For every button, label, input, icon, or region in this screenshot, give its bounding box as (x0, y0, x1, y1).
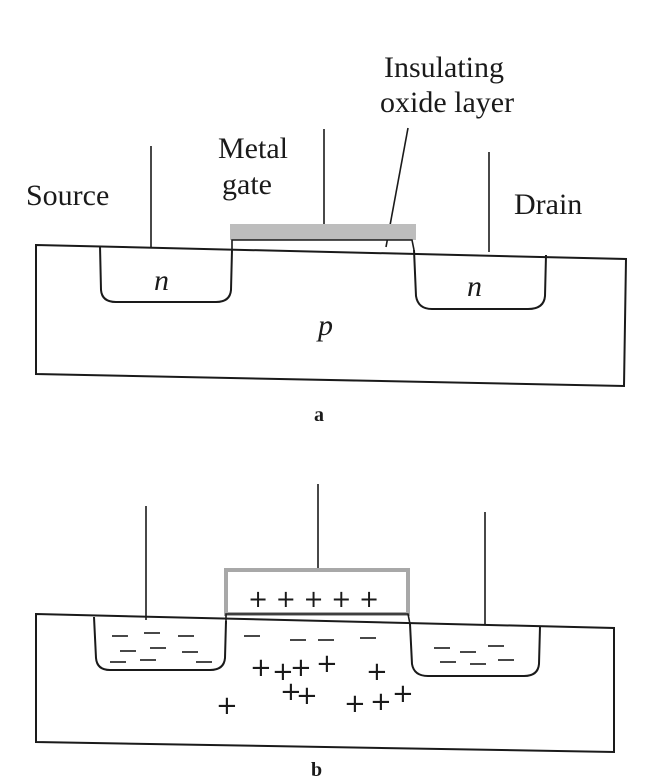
p-substrate (35, 243, 628, 388)
drain-label: Drain (514, 188, 582, 221)
metal-gate-label-line2: gate (222, 168, 272, 201)
gate-positive-charges: + + + + + (248, 585, 379, 613)
oxide-layer (231, 239, 415, 251)
svg-text:+: + (392, 679, 414, 709)
p-substrate-b (35, 612, 615, 754)
svg-text:+: + (370, 687, 392, 717)
p-label: p (316, 309, 333, 342)
n-well-source-b (93, 616, 227, 671)
n-well-drain (413, 249, 547, 310)
metal-gate (230, 224, 416, 240)
svg-text:+: + (216, 691, 238, 721)
holes-substrate: + + + + + + + + + + + (216, 649, 414, 721)
electrons-channel (244, 635, 376, 641)
n-label-right: n (467, 270, 482, 303)
caption-a: a (314, 404, 324, 426)
svg-text:+: + (280, 677, 302, 707)
svg-text:+: + (366, 657, 388, 687)
insulating-label-line1: Insulating (384, 51, 504, 84)
n-well-drain-b (409, 623, 541, 677)
caption-b: b (311, 759, 322, 780)
svg-text:+: + (344, 689, 366, 719)
n-label-left: n (154, 264, 169, 297)
electrons-drain-well (434, 645, 514, 665)
svg-text:+: + (316, 649, 338, 679)
diagram-a: Insulating oxide layer Metal gate Source… (26, 51, 628, 426)
insulating-label-line2: oxide layer (380, 86, 514, 119)
n-well-source (99, 245, 233, 303)
metal-gate-label-line1: Metal (218, 132, 288, 165)
source-label: Source (26, 179, 109, 212)
svg-text:+: + (272, 657, 294, 687)
svg-text:+: + (296, 681, 318, 711)
diagram-b: + + + + + (35, 484, 615, 780)
svg-text:+: + (250, 653, 272, 683)
electrons-source-well (110, 632, 212, 663)
svg-text:+: + (290, 653, 312, 683)
metal-gate-b (224, 568, 410, 616)
